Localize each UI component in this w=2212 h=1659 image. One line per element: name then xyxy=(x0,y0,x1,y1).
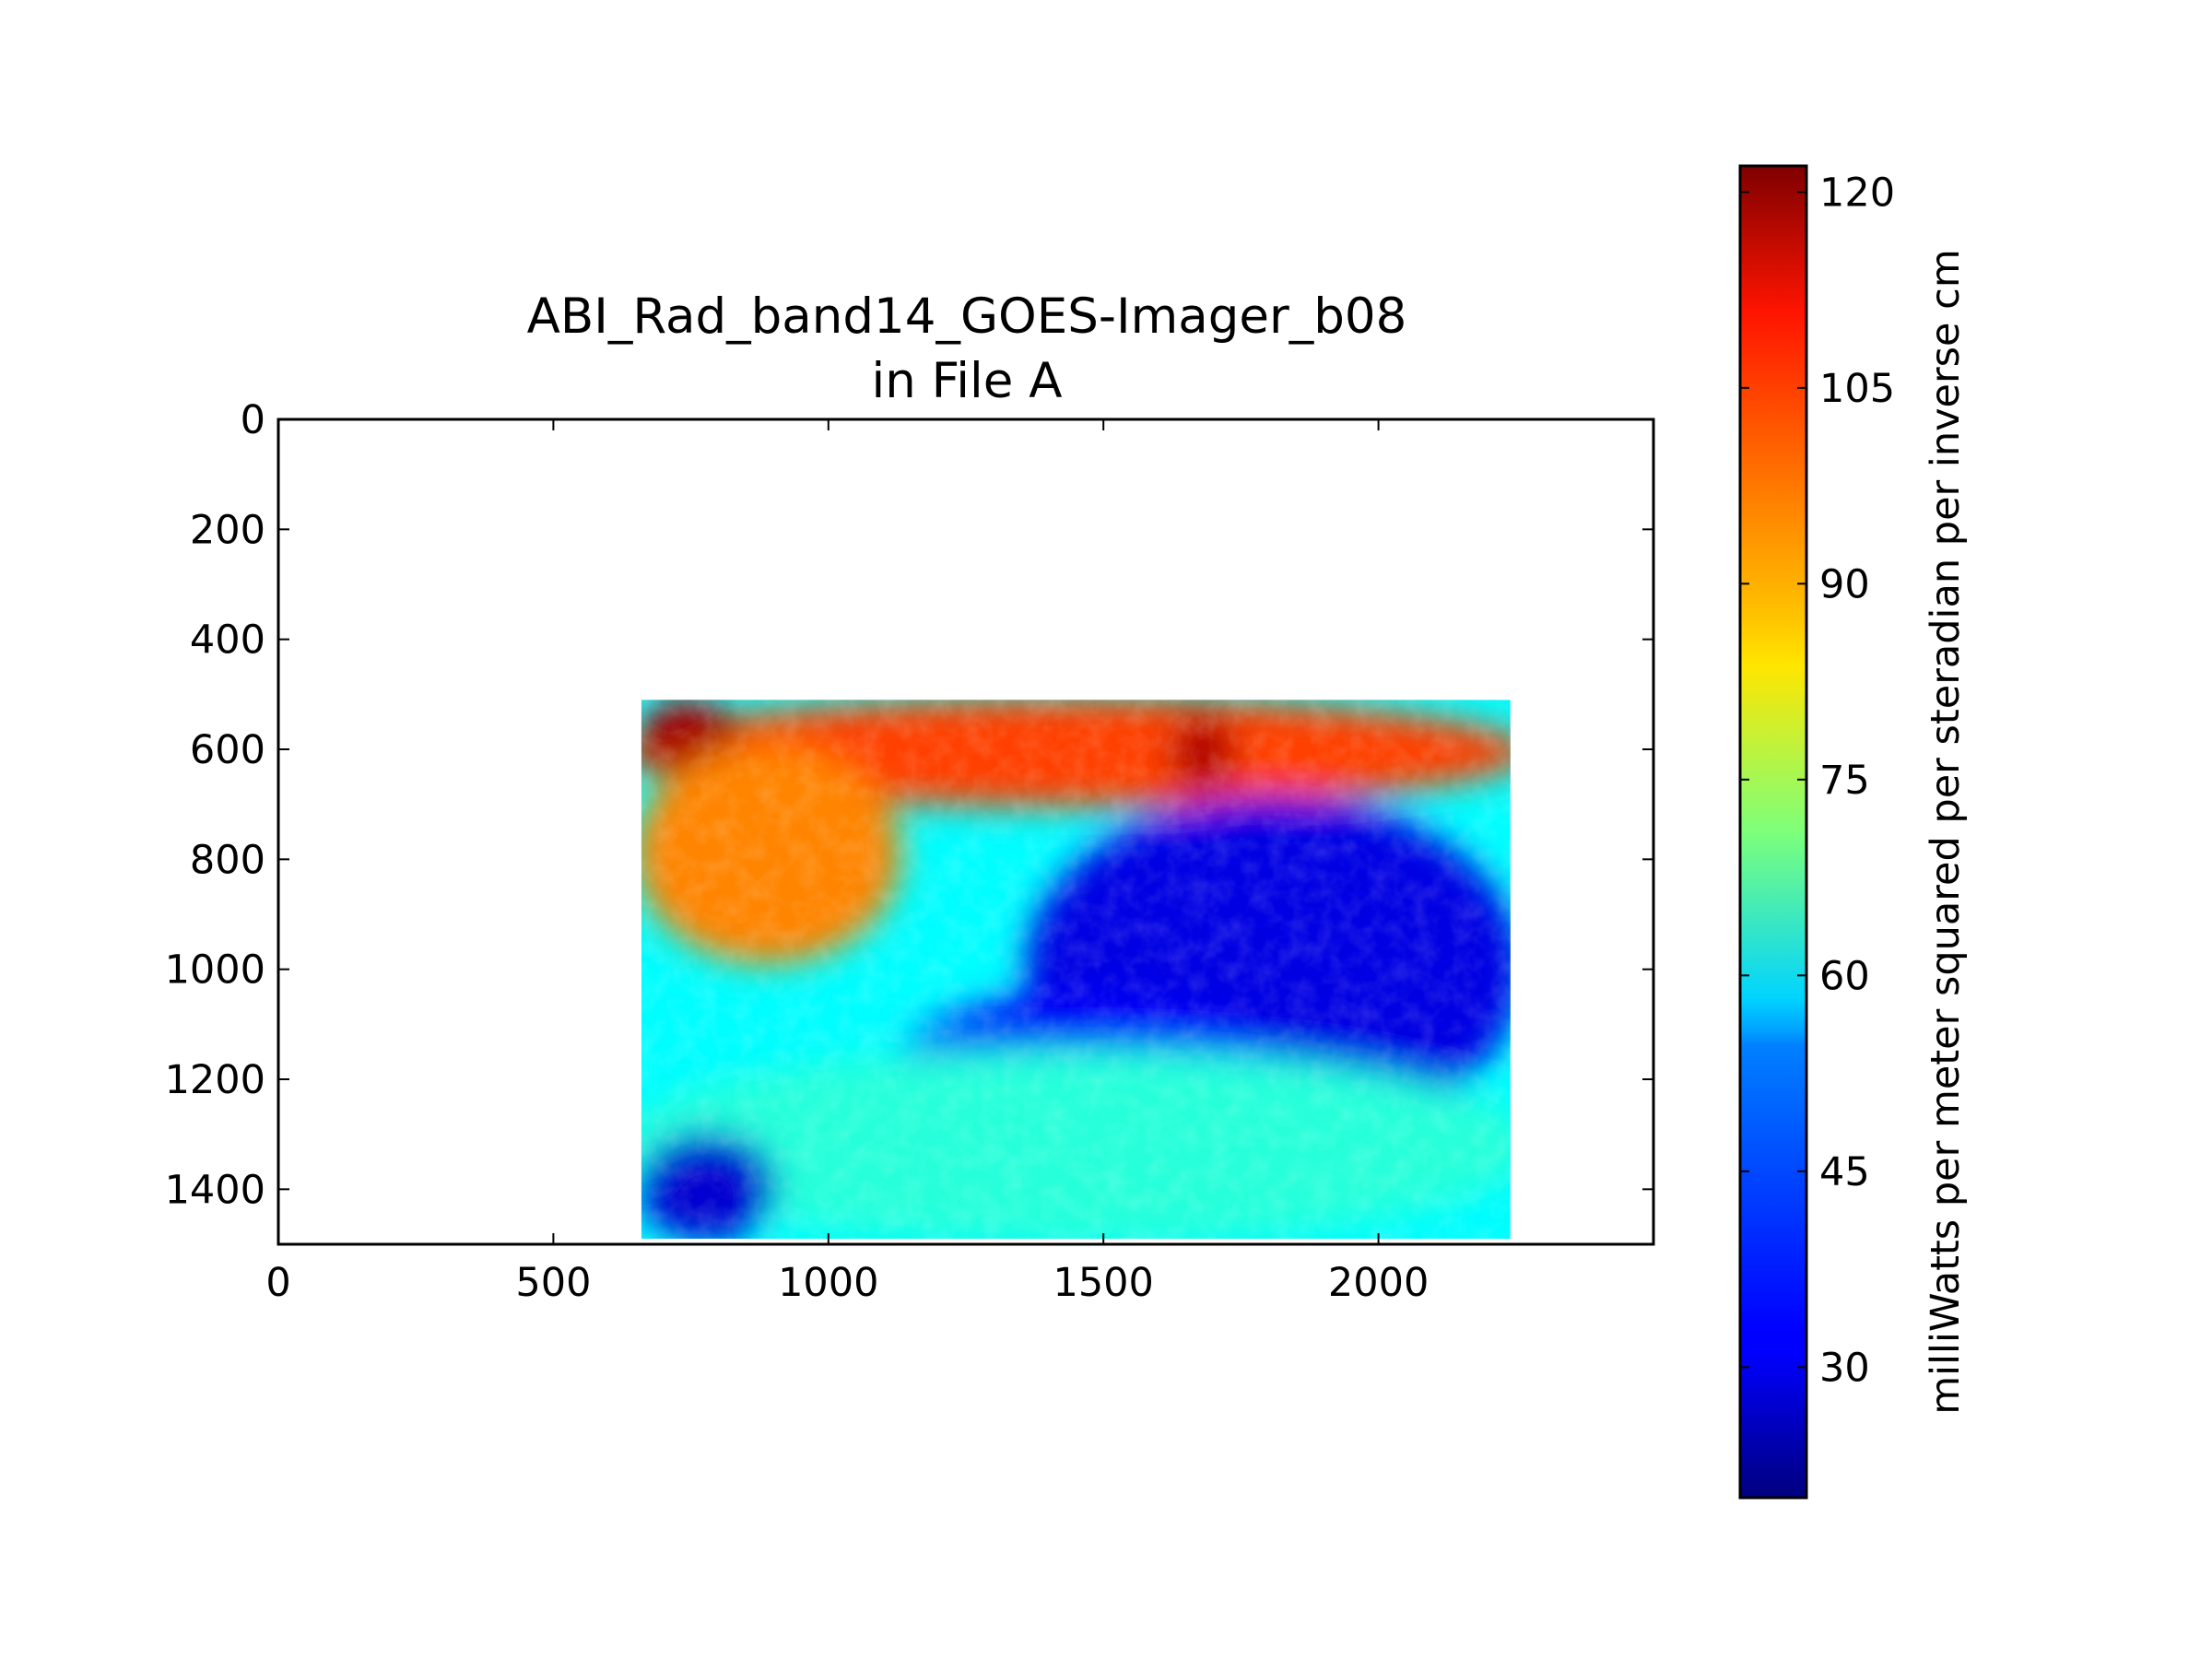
colorbar-tick-label: 30 xyxy=(1819,1345,1870,1391)
colorbar-tick-label: 45 xyxy=(1819,1149,1870,1195)
y-tick-label: 800 xyxy=(190,837,265,883)
colorbar-tick-label: 120 xyxy=(1819,170,1895,216)
y-tick-label: 400 xyxy=(190,618,265,664)
y-axis: 0 200 400 600 800 1000 1200 1400 xyxy=(165,397,1653,1213)
x-tick-label: 500 xyxy=(515,1260,591,1306)
radiance-image xyxy=(641,700,1511,1240)
colorbar-tick-label: 60 xyxy=(1819,953,1870,999)
plot-area-frame xyxy=(276,418,1655,1246)
x-tick-label: 2000 xyxy=(1328,1260,1429,1306)
y-tick-label: 1000 xyxy=(165,947,265,994)
x-axis: 0 500 1000 1500 2000 xyxy=(265,419,1429,1306)
colorbar-label: milliWatts per meter squared per steradi… xyxy=(1923,249,1969,1414)
colorbar xyxy=(1738,164,1808,1500)
y-tick-label: 1200 xyxy=(165,1057,265,1103)
y-tick-label: 200 xyxy=(190,507,265,553)
colorbar-tick-label: 90 xyxy=(1819,561,1870,607)
colorbar-ticks: 30 45 60 75 90 105 120 xyxy=(1740,170,1895,1391)
y-tick-label: 600 xyxy=(190,727,265,773)
image-texture xyxy=(641,700,1511,1240)
x-tick-label: 0 xyxy=(265,1260,290,1306)
colorbar-tick-label: 75 xyxy=(1819,758,1870,804)
y-tick-label: 0 xyxy=(241,397,265,443)
chart-title-line-1: ABI_Rad_band14_GOES-Imager_b08 xyxy=(527,288,1407,345)
y-tick-label: 1400 xyxy=(165,1167,265,1213)
x-tick-label: 1500 xyxy=(1053,1260,1153,1306)
colorbar-tick-label: 105 xyxy=(1819,366,1895,412)
x-tick-label: 1000 xyxy=(778,1260,878,1306)
chart-title-line-2: in File A xyxy=(872,353,1063,409)
